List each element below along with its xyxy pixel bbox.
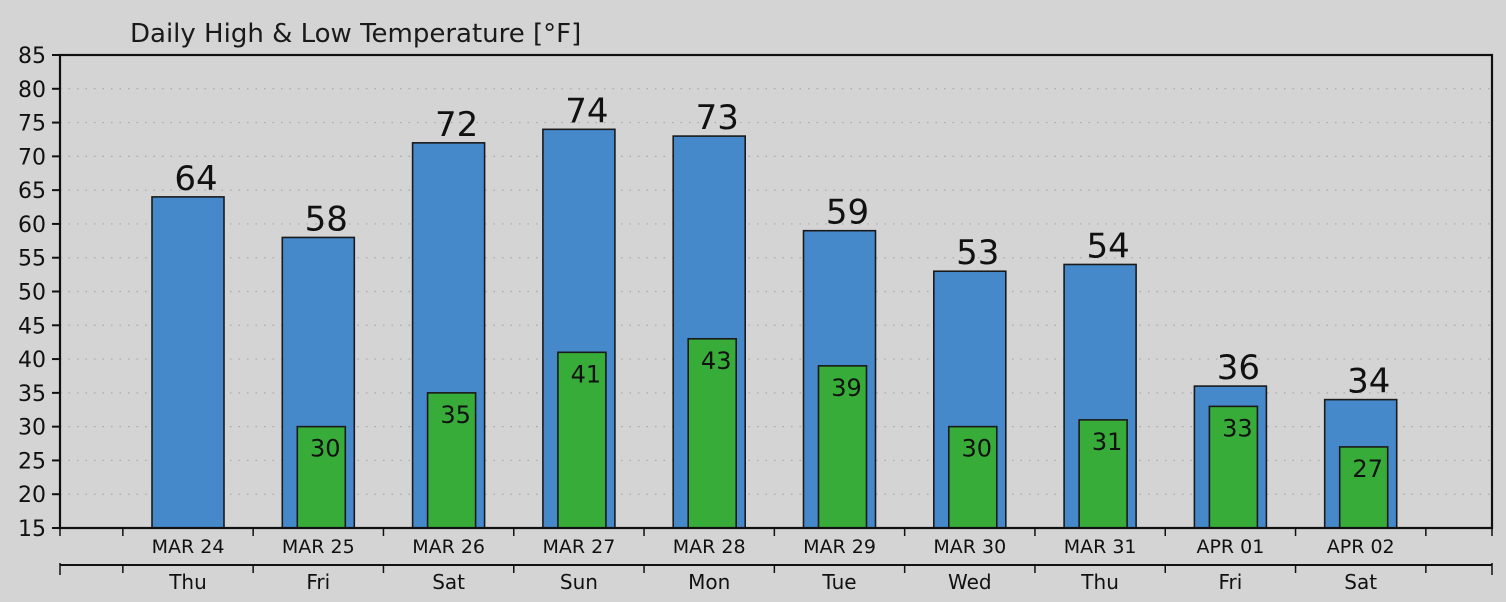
ytick-label-60: 60 <box>18 213 46 238</box>
high-value-label-5: 59 <box>826 193 869 233</box>
plot-frame <box>58 53 1494 530</box>
high-bar-0 <box>151 196 225 529</box>
ytick-label-30: 30 <box>18 416 46 441</box>
ytick-label-35: 35 <box>18 382 46 407</box>
low-bar-2 <box>426 392 477 529</box>
ytick-label-15: 15 <box>18 517 46 542</box>
ytick-label-80: 80 <box>18 78 46 103</box>
low-value-label-5: 39 <box>831 374 862 402</box>
high-value-label-4: 73 <box>696 98 739 138</box>
xday-label-5: Tue <box>821 570 856 594</box>
ytick-label-75: 75 <box>18 112 46 137</box>
low-value-label-1: 30 <box>310 435 341 463</box>
low-value-label-3: 41 <box>571 360 602 388</box>
xdate-label-0: MAR 24 <box>152 536 225 558</box>
ytick-label-25: 25 <box>18 449 46 474</box>
ytick-label-45: 45 <box>18 314 46 339</box>
low-bar-5 <box>817 365 868 529</box>
high-value-label-1: 58 <box>305 199 348 239</box>
xday-label-8: Fri <box>1218 570 1242 594</box>
low-value-label-8: 33 <box>1222 414 1253 442</box>
high-value-label-2: 72 <box>435 105 478 145</box>
xdate-label-4: MAR 28 <box>673 536 746 558</box>
xday-label-1: Fri <box>306 570 330 594</box>
high-value-label-9: 34 <box>1347 362 1390 402</box>
axes-group: 15 20 25 30 35 40 45 50 55 60 65 70 75 80 85 MAR 24 MAR … <box>18 44 1494 594</box>
grid-lines <box>60 55 1492 528</box>
ytick-label-50: 50 <box>18 281 46 306</box>
ytick-label-55: 55 <box>18 247 46 272</box>
low-value-label-9: 27 <box>1352 455 1383 483</box>
ytick-label-70: 70 <box>18 145 46 170</box>
xday-label-7: Thu <box>1080 570 1119 594</box>
high-value-label-7: 54 <box>1086 226 1129 266</box>
high-value-label-8: 36 <box>1217 348 1260 388</box>
bars-group <box>151 128 1398 529</box>
low-value-label-7: 31 <box>1092 428 1123 456</box>
low-bar-9 <box>1338 446 1389 529</box>
xday-label-2: Sat <box>432 570 465 594</box>
xdate-label-8: APR 01 <box>1196 536 1264 558</box>
low-bar-8 <box>1208 405 1259 529</box>
xdate-label-3: MAR 27 <box>542 536 615 558</box>
low-value-label-6: 30 <box>962 435 993 463</box>
xdate-label-5: MAR 29 <box>803 536 876 558</box>
xdate-label-1: MAR 25 <box>282 536 355 558</box>
low-bar-3 <box>557 351 607 529</box>
ytick-label-20: 20 <box>18 483 46 508</box>
ytick-label-65: 65 <box>18 179 46 204</box>
xdate-label-6: MAR 30 <box>933 536 1006 558</box>
ytick-label-40: 40 <box>18 348 46 373</box>
xday-label-3: Sun <box>560 570 598 594</box>
xdate-label-9: APR 02 <box>1327 536 1395 558</box>
xday-label-9: Sat <box>1344 570 1377 594</box>
high-value-label-3: 74 <box>565 91 608 131</box>
xday-label-4: Mon <box>688 570 730 594</box>
xdate-label-2: MAR 26 <box>412 536 485 558</box>
low-bar-6 <box>947 425 998 529</box>
low-value-label-4: 43 <box>701 347 732 375</box>
ytick-label-85: 85 <box>18 44 46 69</box>
value-labels-group: 64 58 30 72 35 74 41 73 43 59 39 53 30 54 31 36 33 34 27 <box>174 91 1390 483</box>
xday-label-0: Thu <box>168 570 207 594</box>
high-value-label-6: 53 <box>956 233 999 273</box>
xday-label-6: Wed <box>948 570 992 594</box>
low-bar-4 <box>687 337 738 529</box>
low-bar-7 <box>1078 419 1128 529</box>
low-bar-1 <box>296 425 347 529</box>
chart-title: Daily High & Low Temperature [°F] <box>130 19 581 49</box>
high-value-label-0: 64 <box>174 159 217 199</box>
plot-area <box>60 55 1492 528</box>
low-value-label-2: 35 <box>440 401 471 429</box>
xdate-label-7: MAR 31 <box>1064 536 1137 558</box>
